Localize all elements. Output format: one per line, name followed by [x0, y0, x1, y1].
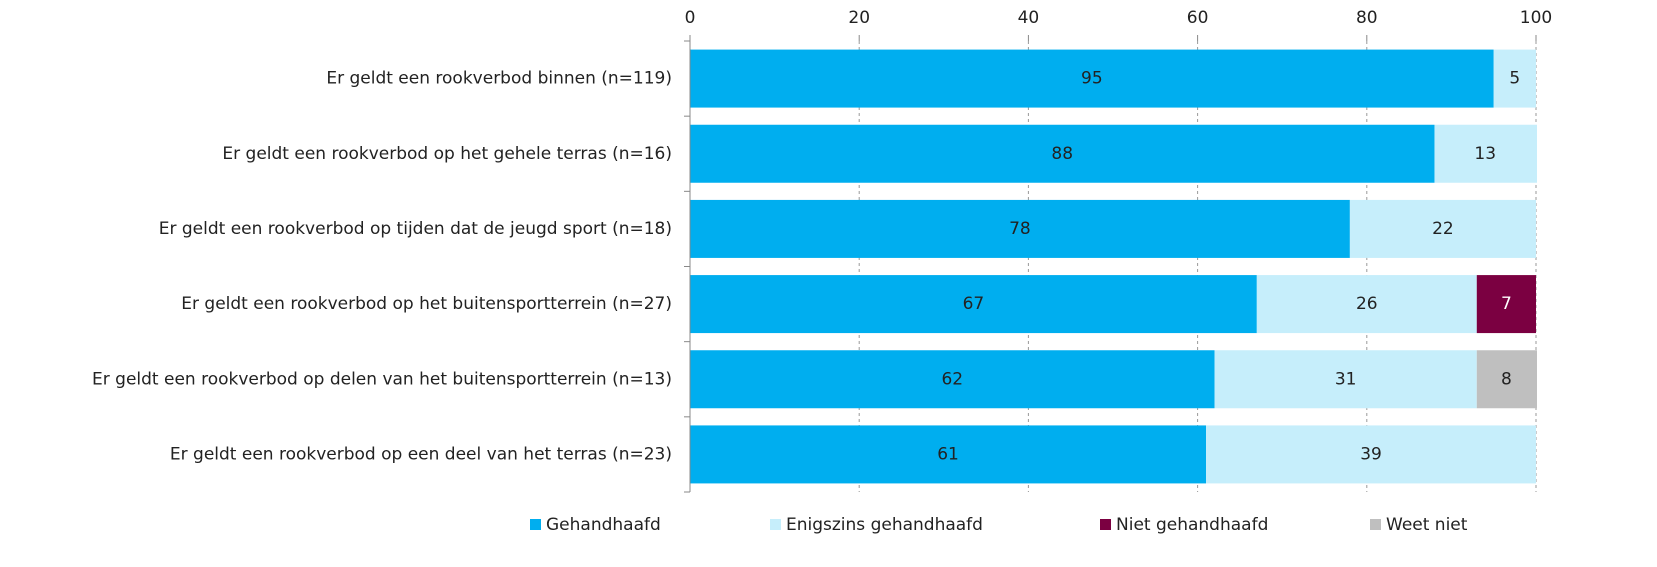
x-tick-label: 20 — [848, 8, 870, 28]
y-tick-label: Er geldt een rookverbod op een deel van … — [170, 444, 672, 464]
x-tick-label: 40 — [1018, 8, 1040, 28]
y-tick-label: Er geldt een rookverbod op delen van het… — [92, 369, 672, 389]
bar-segment — [1476, 275, 1536, 334]
legend-label: Gehandhaafd — [546, 515, 661, 535]
data-label: 88 — [1051, 144, 1073, 164]
bar-segment — [1476, 350, 1537, 409]
bar-segment — [1206, 425, 1536, 484]
data-label: 61 — [937, 444, 959, 464]
bar-segment — [1214, 350, 1477, 409]
legend-label: Enigszins gehandhaafd — [786, 515, 983, 535]
bar-segment — [1256, 275, 1477, 334]
x-tick-label: 0 — [685, 8, 696, 28]
data-label: 31 — [1335, 369, 1357, 389]
data-label: 8 — [1501, 369, 1512, 389]
y-tick-label: Er geldt een rookverbod binnen (n=119) — [326, 69, 672, 89]
bar-segment — [1434, 124, 1537, 183]
data-label: 67 — [963, 294, 985, 314]
x-tick-label: 80 — [1356, 8, 1378, 28]
bar-segment — [1349, 199, 1536, 258]
legend-marker — [530, 519, 541, 530]
legend-marker — [1100, 519, 1111, 530]
foreground: 0 20 40 60 80 100 Er geldt een rookverbod binn… — [92, 8, 1552, 535]
data-label: 62 — [941, 369, 963, 389]
data-label: 5 — [1509, 69, 1520, 89]
data-label: 78 — [1009, 219, 1031, 239]
bar-segment — [690, 49, 1494, 108]
data-label: 39 — [1360, 444, 1382, 464]
bar-segment — [690, 425, 1207, 484]
bar-segment — [690, 199, 1350, 258]
bar-segment — [690, 350, 1215, 409]
data-label: 13 — [1474, 144, 1496, 164]
y-tick-label: Er geldt een rookverbod op het gehele te… — [222, 144, 672, 164]
bars — [690, 49, 1537, 484]
legend-marker — [1370, 519, 1381, 530]
legend-label: Niet gehandhaafd — [1116, 515, 1268, 535]
y-tick-label: Er geldt een rookverbod op tijden dat de… — [159, 219, 672, 239]
x-tick-label: 60 — [1187, 8, 1209, 28]
data-label: 22 — [1432, 219, 1454, 239]
bar-segment — [690, 275, 1257, 334]
y-tick-label: Er geldt een rookverbod op het buitenspo… — [181, 294, 672, 314]
legend-marker — [770, 519, 781, 530]
x-tick-label: 100 — [1520, 8, 1552, 28]
data-label: 95 — [1081, 69, 1103, 89]
data-label: 26 — [1356, 294, 1378, 314]
bar-segment — [690, 124, 1435, 183]
grid — [858, 41, 1537, 492]
bar-segment — [1493, 49, 1536, 108]
legend-label: Weet niet — [1386, 515, 1468, 535]
data-label: 7 — [1501, 294, 1512, 314]
